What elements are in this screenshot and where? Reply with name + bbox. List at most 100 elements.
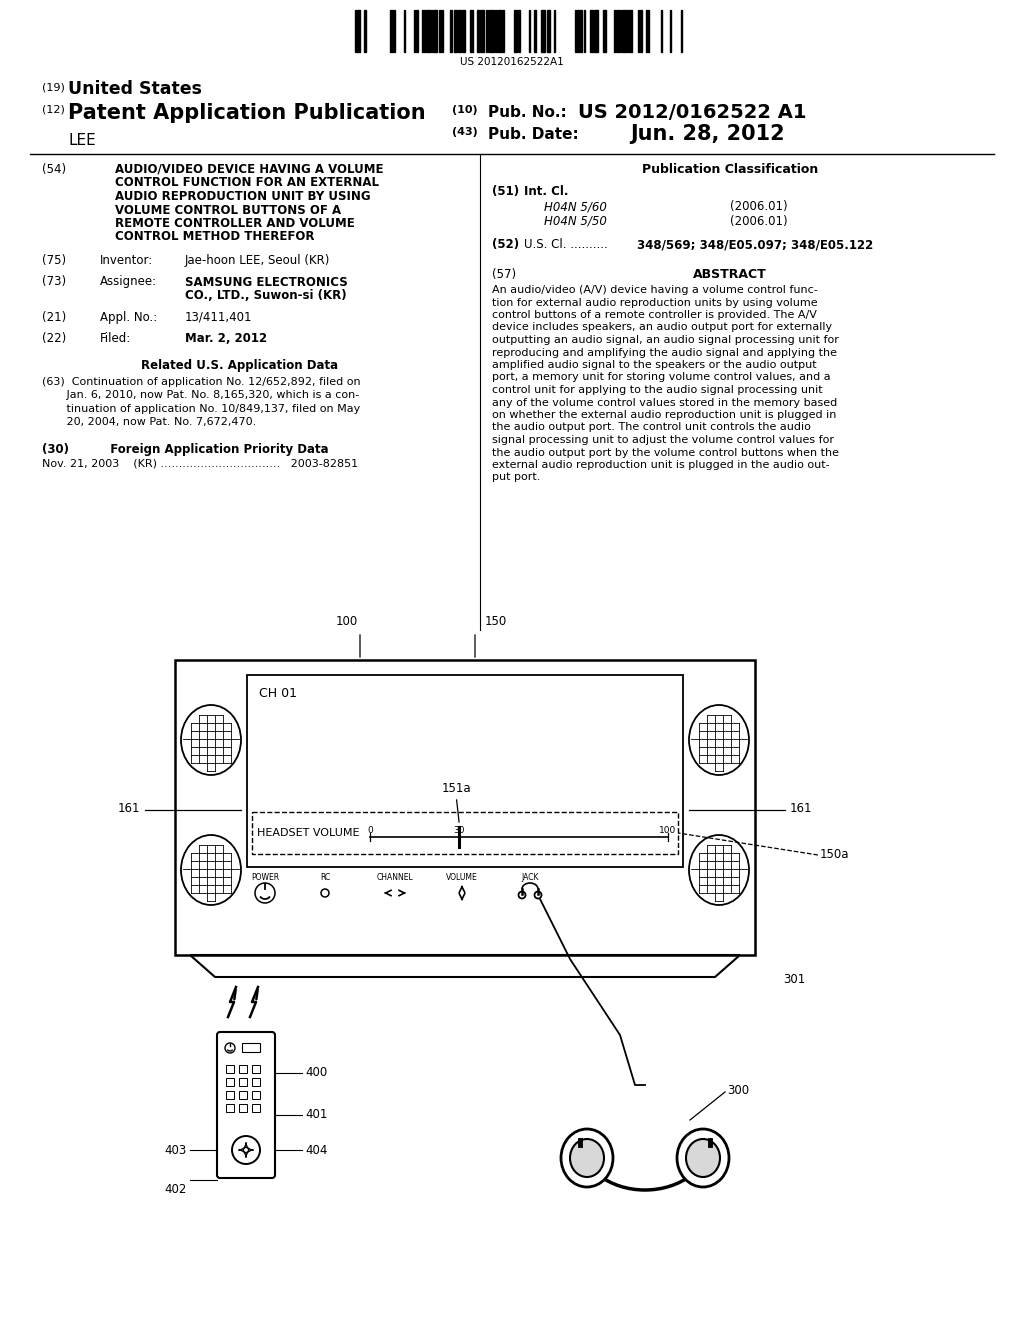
- Text: Inventor:: Inventor:: [100, 253, 154, 267]
- Text: 301: 301: [783, 973, 805, 986]
- Text: external audio reproduction unit is plugged in the audio out-: external audio reproduction unit is plug…: [492, 459, 829, 470]
- Text: 151a: 151a: [441, 781, 471, 795]
- Text: 300: 300: [727, 1084, 750, 1097]
- Text: Filed:: Filed:: [100, 333, 131, 345]
- Bar: [226, 1078, 234, 1086]
- Text: (21): (21): [42, 310, 67, 323]
- Bar: [252, 1065, 260, 1073]
- Bar: [622, 11, 625, 51]
- Bar: [590, 11, 593, 51]
- Ellipse shape: [686, 1139, 720, 1177]
- Text: outputting an audio signal, an audio signal processing unit for: outputting an audio signal, an audio sig…: [492, 335, 839, 345]
- Text: the audio output port. The control unit controls the audio: the audio output port. The control unit …: [492, 422, 811, 433]
- Text: Nov. 21, 2003    (KR) .................................   2003-82851: Nov. 21, 2003 (KR) .....................…: [42, 458, 358, 469]
- Text: An audio/video (A/V) device having a volume control func-: An audio/video (A/V) device having a vol…: [492, 285, 818, 294]
- Text: signal processing unit to adjust the volume control values for: signal processing unit to adjust the vol…: [492, 436, 834, 445]
- Text: tinuation of application No. 10/849,137, filed on May: tinuation of application No. 10/849,137,…: [42, 404, 360, 414]
- Bar: [226, 1065, 234, 1073]
- Bar: [247, 675, 683, 867]
- Bar: [433, 11, 437, 51]
- Text: (73): (73): [42, 276, 67, 289]
- Text: (2006.01): (2006.01): [730, 215, 787, 228]
- Bar: [534, 11, 536, 51]
- Text: AUDIO/VIDEO DEVICE HAVING A VOLUME: AUDIO/VIDEO DEVICE HAVING A VOLUME: [115, 162, 384, 176]
- Text: VOLUME: VOLUME: [446, 873, 478, 882]
- Text: LEE: LEE: [68, 133, 96, 148]
- Bar: [450, 11, 452, 51]
- Text: control buttons of a remote controller is provided. The A/V: control buttons of a remote controller i…: [492, 310, 817, 319]
- Text: (54): (54): [42, 162, 67, 176]
- Text: control unit for applying to the audio signal processing unit: control unit for applying to the audio s…: [492, 385, 822, 395]
- Bar: [252, 1092, 260, 1100]
- Bar: [646, 11, 649, 51]
- Text: (63)  Continuation of application No. 12/652,892, filed on: (63) Continuation of application No. 12/…: [42, 378, 360, 387]
- Text: Jae-hoon LEE, Seoul (KR): Jae-hoon LEE, Seoul (KR): [185, 253, 331, 267]
- Text: Publication Classification: Publication Classification: [642, 162, 818, 176]
- Bar: [502, 11, 504, 51]
- Bar: [439, 11, 441, 51]
- Bar: [252, 1078, 260, 1086]
- Text: CHANNEL: CHANNEL: [377, 873, 414, 882]
- Text: H04N 5/60: H04N 5/60: [544, 201, 607, 213]
- Bar: [426, 11, 430, 51]
- Bar: [617, 11, 618, 51]
- Text: U.S. Cl. ..........: U.S. Cl. ..........: [524, 238, 608, 251]
- Bar: [603, 11, 606, 51]
- Text: 161: 161: [118, 801, 140, 814]
- Bar: [454, 11, 457, 51]
- FancyBboxPatch shape: [217, 1032, 275, 1177]
- Text: 0: 0: [368, 826, 373, 836]
- Text: 13/411,401: 13/411,401: [185, 310, 253, 323]
- Text: US 2012/0162522 A1: US 2012/0162522 A1: [578, 103, 807, 121]
- Text: Patent Application Publication: Patent Application Publication: [68, 103, 426, 123]
- Text: United States: United States: [68, 81, 202, 98]
- Text: US 20120162522A1: US 20120162522A1: [460, 57, 564, 67]
- Text: device includes speakers, an audio output port for externally: device includes speakers, an audio outpu…: [492, 322, 833, 333]
- Bar: [640, 11, 642, 51]
- Ellipse shape: [561, 1129, 613, 1187]
- Text: AUDIO REPRODUCTION UNIT BY USING: AUDIO REPRODUCTION UNIT BY USING: [115, 190, 371, 203]
- Bar: [422, 11, 425, 51]
- Text: 402: 402: [165, 1183, 187, 1196]
- Bar: [175, 660, 755, 954]
- Text: 401: 401: [305, 1109, 328, 1122]
- Bar: [481, 11, 484, 51]
- Bar: [242, 1043, 260, 1052]
- Text: VOLUME CONTROL BUTTONS OF A: VOLUME CONTROL BUTTONS OF A: [115, 203, 341, 216]
- Text: put port.: put port.: [492, 473, 541, 483]
- Text: (22): (22): [42, 333, 67, 345]
- Text: amplified audio signal to the speakers or the audio output: amplified audio signal to the speakers o…: [492, 360, 816, 370]
- Text: 150a: 150a: [820, 849, 850, 862]
- Bar: [226, 1092, 234, 1100]
- Bar: [514, 11, 517, 51]
- Text: (10): (10): [452, 106, 477, 115]
- Text: 20, 2004, now Pat. No. 7,672,470.: 20, 2004, now Pat. No. 7,672,470.: [42, 417, 256, 428]
- Ellipse shape: [677, 1129, 729, 1187]
- Text: 30: 30: [454, 826, 465, 836]
- Text: Pub. No.:: Pub. No.:: [488, 106, 566, 120]
- Text: the audio output port by the volume control buttons when the: the audio output port by the volume cont…: [492, 447, 839, 458]
- Bar: [252, 812, 678, 854]
- Text: any of the volume control values stored in the memory based: any of the volume control values stored …: [492, 397, 838, 408]
- Bar: [614, 11, 616, 51]
- Text: CO., LTD., Suwon-si (KR): CO., LTD., Suwon-si (KR): [185, 289, 347, 302]
- Text: 403: 403: [165, 1143, 187, 1156]
- Bar: [462, 11, 465, 51]
- Text: (52): (52): [492, 238, 519, 251]
- Text: CONTROL METHOD THEREFOR: CONTROL METHOD THEREFOR: [115, 231, 314, 243]
- Text: HEADSET VOLUME: HEADSET VOLUME: [257, 828, 359, 838]
- Text: tion for external audio reproduction units by using volume: tion for external audio reproduction uni…: [492, 297, 817, 308]
- Text: Appl. No.:: Appl. No.:: [100, 310, 158, 323]
- Text: 404: 404: [305, 1143, 328, 1156]
- Text: POWER: POWER: [251, 873, 280, 882]
- Text: 400: 400: [305, 1067, 328, 1080]
- Bar: [458, 11, 461, 51]
- Text: CONTROL FUNCTION FOR AN EXTERNAL: CONTROL FUNCTION FOR AN EXTERNAL: [115, 177, 379, 190]
- Text: REMOTE CONTROLLER AND VOLUME: REMOTE CONTROLLER AND VOLUME: [115, 216, 354, 230]
- Bar: [518, 11, 520, 51]
- Bar: [239, 1078, 247, 1086]
- Text: 161: 161: [790, 801, 812, 814]
- Text: ABSTRACT: ABSTRACT: [693, 268, 767, 281]
- Text: 100: 100: [659, 826, 677, 836]
- Text: Pub. Date:: Pub. Date:: [488, 127, 579, 143]
